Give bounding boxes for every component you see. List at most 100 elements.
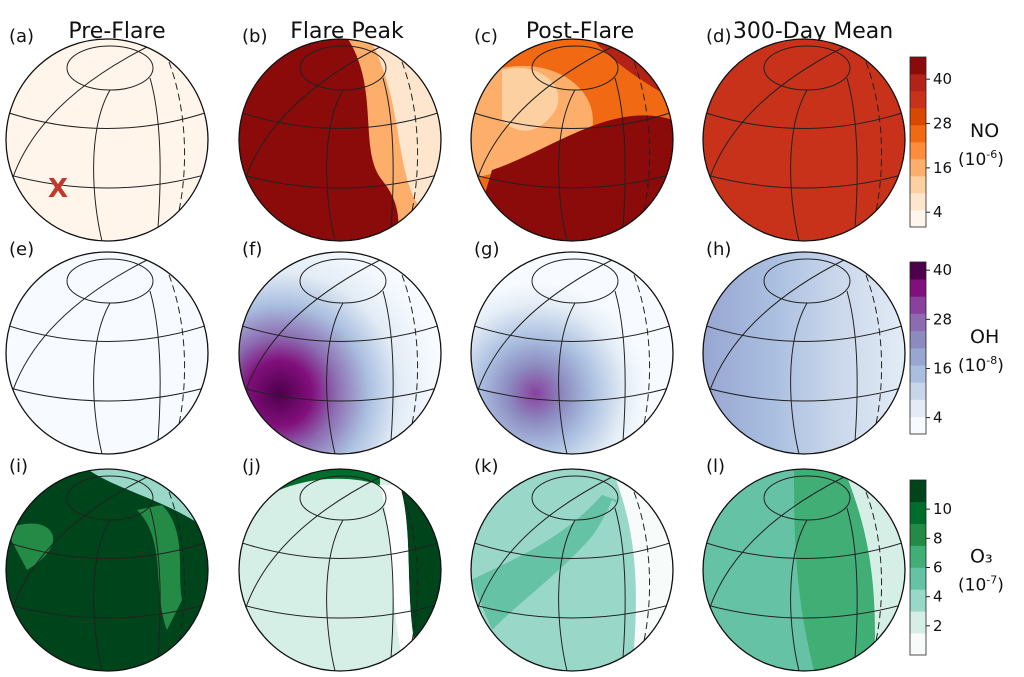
colorbar-swatch	[910, 399, 926, 418]
colorbar-0: 4 16 28 40 NO (10-6)	[909, 56, 1004, 228]
terminator-line	[401, 61, 419, 221]
colorbar-species-label: NO	[970, 120, 999, 142]
terminator-line	[168, 61, 186, 221]
colorbar-2: 2 4 6 8 10 O₃ (10-7)	[909, 479, 1004, 656]
colorbar-swatch	[910, 611, 926, 634]
terminator-line	[633, 61, 651, 221]
graticule	[6, 475, 208, 671]
meridian-line	[476, 476, 613, 611]
globe-panel-k: (k)	[470, 456, 674, 672]
globe-fill	[471, 39, 673, 241]
meridian-line	[11, 46, 148, 181]
colorbar-swatch	[910, 567, 926, 590]
colorbar-swatch	[910, 313, 926, 332]
colorbar-swatch	[910, 348, 926, 366]
colorbar-tick-label: 4	[933, 588, 943, 606]
graticule	[703, 475, 905, 671]
latitude-line	[471, 603, 673, 619]
colorbar-tick-label: 40	[933, 261, 952, 279]
colorbar-tick-label: 6	[933, 559, 943, 577]
peak-gradient	[471, 252, 673, 454]
meridian-line	[382, 77, 394, 241]
latitude-line	[6, 173, 208, 189]
meridian-line	[708, 476, 845, 611]
latitude-line	[6, 603, 208, 619]
globe-fill	[703, 39, 905, 241]
colorbar-swatch	[910, 279, 926, 297]
source-location-marker: X	[48, 174, 68, 204]
colorbar-swatch	[910, 589, 926, 612]
latitude-line	[471, 111, 673, 129]
globe-outline	[238, 251, 442, 455]
colorbar-swatch	[910, 330, 926, 349]
latitude-line	[471, 386, 673, 402]
meridian-line	[93, 89, 111, 241]
colorbar-tick-label: 16	[933, 359, 952, 377]
colorbar-swatch	[910, 91, 926, 109]
band-region	[471, 495, 617, 630]
colorbar-swatch	[910, 210, 926, 228]
globe-fill	[239, 252, 441, 454]
meridian-line	[93, 302, 111, 454]
globe-panel-l: (l)	[702, 456, 906, 672]
meridian-line	[382, 290, 394, 454]
terminator-line	[401, 274, 419, 434]
latitude-line	[239, 386, 441, 402]
colorbar-unit-label: (10-8)	[958, 354, 1004, 376]
band-region	[517, 500, 627, 640]
panel-label: (k)	[474, 456, 498, 477]
globe-panel-d: (d)	[702, 26, 906, 242]
terminator-line	[168, 274, 186, 434]
meridian-line	[149, 507, 161, 671]
low-region	[844, 469, 905, 671]
panel-label: (f)	[242, 239, 262, 260]
globe-base	[703, 39, 905, 241]
colorbar-tick-label: 16	[933, 159, 952, 177]
colorbar-tick-label: 2	[933, 617, 943, 635]
latitude-line	[6, 541, 208, 559]
meridian-line	[11, 476, 148, 611]
meridian-line	[846, 507, 858, 671]
latitude-line	[703, 541, 905, 559]
terminator-line	[865, 491, 883, 651]
colorbar-tick-label: 4	[933, 409, 943, 427]
globe-panels: (a) (b) (c) (d) (e) (f) (g) (h) (i) (j) (k) (l)	[5, 26, 906, 672]
latitude-line	[471, 173, 673, 189]
colorbar-tick-label: 28	[933, 115, 952, 133]
colorbar-swatch	[910, 176, 926, 194]
colorbar-unit-label: (10-6)	[958, 148, 1004, 170]
meridian-line	[149, 77, 161, 241]
colorbar-swatch	[910, 74, 926, 92]
colorbar-species-label: O₃	[970, 545, 993, 567]
colorbar-1: 4 16 28 40 OH (10-8)	[909, 261, 1004, 435]
terminator-line	[865, 274, 883, 434]
latitude-line	[703, 603, 905, 619]
globe-panel-i: (i)	[5, 456, 209, 672]
graticule	[239, 45, 441, 241]
latitude-line	[239, 111, 441, 129]
meridian-line	[476, 259, 613, 394]
meridian-line	[326, 519, 344, 671]
terminator-line	[168, 491, 186, 651]
terminator-line	[865, 61, 883, 221]
meridian-line	[149, 290, 161, 454]
panel-label: (l)	[706, 456, 725, 477]
colorbar-swatch	[910, 296, 926, 314]
meridian-line	[93, 519, 111, 671]
colorbar-frame	[909, 261, 927, 435]
patch-region	[6, 523, 54, 570]
graticule	[239, 258, 441, 454]
panel-label: (b)	[242, 26, 267, 47]
globe-outline	[238, 38, 442, 242]
terminator-line	[401, 491, 419, 651]
graticule	[471, 475, 673, 671]
globe-fill	[239, 39, 441, 241]
latitude-line	[239, 324, 441, 342]
meridian-line	[558, 302, 576, 454]
globe-panel-g: (g)	[470, 239, 674, 455]
globe-fill	[703, 252, 905, 454]
meridian-line	[846, 290, 858, 454]
meridian-line	[708, 46, 845, 181]
graticule	[703, 45, 905, 241]
latitude-line	[471, 324, 673, 342]
